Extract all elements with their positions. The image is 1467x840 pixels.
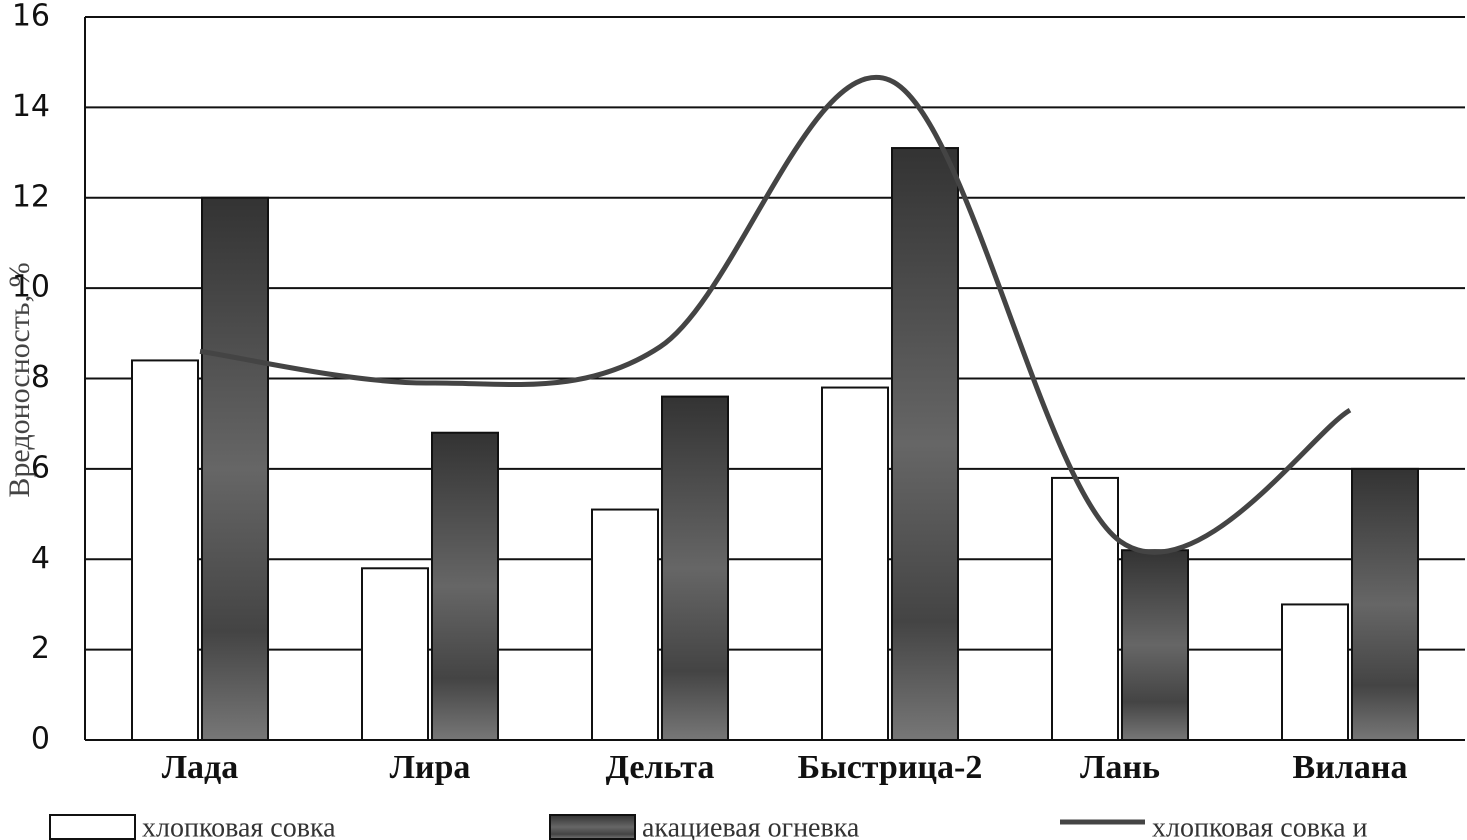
legend-label: хлопковая совка xyxy=(142,812,336,840)
bar xyxy=(661,395,729,741)
legend-swatch xyxy=(549,814,636,840)
x-tick-label: Лань xyxy=(1080,749,1160,786)
x-tick-label: Лира xyxy=(390,749,471,786)
bar xyxy=(891,147,959,741)
x-tick-label: Дельта xyxy=(606,749,715,786)
y-tick-label: 14 xyxy=(12,89,50,124)
y-tick-label: 10 xyxy=(12,270,50,305)
bar xyxy=(431,431,499,741)
line xyxy=(199,75,1352,555)
y-tick-label: 16 xyxy=(12,0,50,34)
bar xyxy=(1281,603,1349,741)
y-tick-label: 4 xyxy=(31,541,50,576)
bar xyxy=(821,386,889,741)
y-tick-label: 8 xyxy=(31,360,50,395)
y-tick-label: 12 xyxy=(12,179,50,214)
y-tick-label: 6 xyxy=(31,450,50,485)
bar xyxy=(1351,467,1419,741)
x-tick-label: Быстрица-2 xyxy=(798,749,983,786)
bar xyxy=(131,359,199,741)
legend-swatch xyxy=(49,814,136,840)
bar xyxy=(1121,549,1189,742)
y-tick-label: 2 xyxy=(31,631,50,666)
bar xyxy=(361,567,429,741)
legend-label: хлопковая совка и xyxy=(1152,812,1368,840)
y-tick-label: 0 xyxy=(31,722,50,757)
bar xyxy=(591,508,659,742)
legend-label: акациевая огневка xyxy=(642,812,860,840)
bar xyxy=(1051,476,1119,741)
bar xyxy=(201,196,269,741)
x-tick-label: Вилана xyxy=(1293,749,1408,786)
y-axis-label: Вредоносность, % xyxy=(3,262,36,497)
x-tick-label: Лада xyxy=(162,749,239,786)
